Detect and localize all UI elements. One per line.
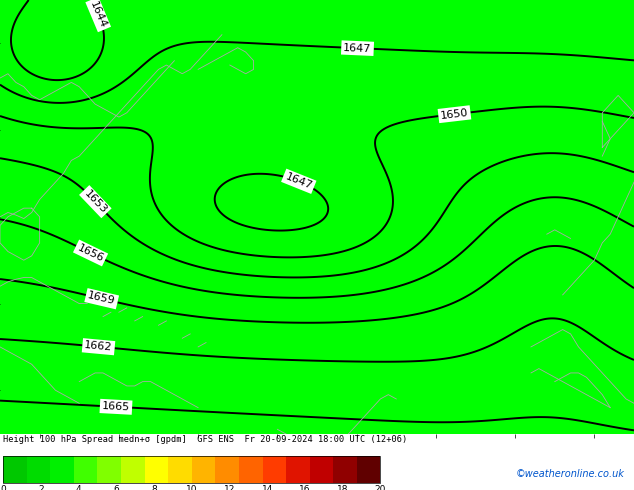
Text: 10: 10 xyxy=(186,486,198,490)
Text: 1647: 1647 xyxy=(284,172,314,191)
Bar xyxy=(98,456,121,483)
Text: 1665: 1665 xyxy=(101,401,130,413)
Text: ©weatheronline.co.uk: ©weatheronline.co.uk xyxy=(515,469,624,479)
Text: 2: 2 xyxy=(38,486,44,490)
Text: 14: 14 xyxy=(262,486,273,490)
Text: 1653: 1653 xyxy=(82,188,108,215)
Bar xyxy=(3,456,27,483)
Bar xyxy=(262,456,286,483)
Bar xyxy=(309,456,333,483)
Bar xyxy=(74,456,98,483)
Text: 1656: 1656 xyxy=(76,243,105,264)
Text: 0: 0 xyxy=(0,486,6,490)
Text: Height 100 hPa Spread medn+σ [gpdm]  GFS ENS  Fr 20-09-2024 18:00 UTC (12+06): Height 100 hPa Spread medn+σ [gpdm] GFS … xyxy=(3,435,408,444)
Bar xyxy=(27,456,50,483)
Bar xyxy=(191,456,216,483)
Bar xyxy=(286,456,309,483)
Text: 18: 18 xyxy=(337,486,349,490)
Bar xyxy=(333,456,357,483)
Bar xyxy=(357,456,380,483)
Text: 1650: 1650 xyxy=(440,108,469,121)
Text: 8: 8 xyxy=(151,486,157,490)
Bar xyxy=(168,456,191,483)
Text: 1662: 1662 xyxy=(84,341,113,353)
Text: 16: 16 xyxy=(299,486,311,490)
Text: 12: 12 xyxy=(224,486,235,490)
Text: 6: 6 xyxy=(113,486,119,490)
Text: 1659: 1659 xyxy=(87,291,117,307)
Bar xyxy=(121,456,145,483)
Bar xyxy=(3,456,380,483)
Text: 1647: 1647 xyxy=(343,43,372,54)
Bar xyxy=(216,456,239,483)
Text: 1644: 1644 xyxy=(88,0,108,29)
Bar xyxy=(239,456,262,483)
Bar xyxy=(50,456,74,483)
Bar xyxy=(145,456,168,483)
Text: 20: 20 xyxy=(375,486,386,490)
Text: 4: 4 xyxy=(76,486,81,490)
